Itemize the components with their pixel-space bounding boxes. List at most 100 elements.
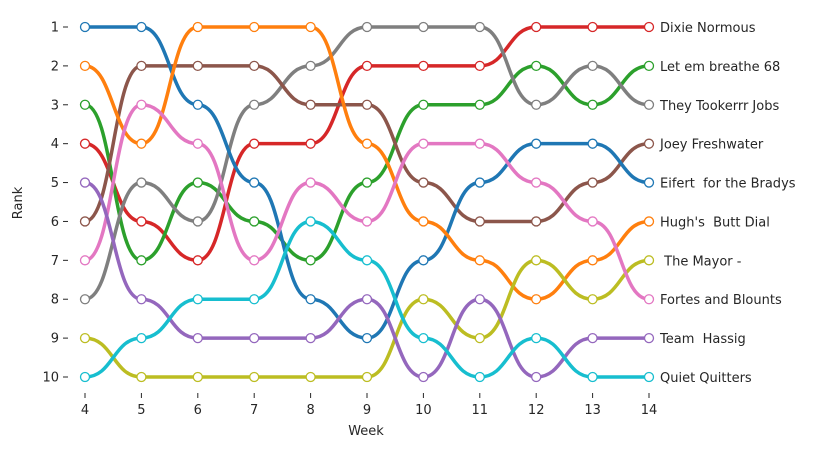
y-tick-label: 5 xyxy=(51,176,59,191)
y-tick-label: 6 xyxy=(51,215,59,230)
data-point xyxy=(587,255,598,266)
data-point xyxy=(474,138,485,149)
data-point xyxy=(587,332,598,344)
data-point xyxy=(643,99,655,110)
data-point xyxy=(136,138,147,149)
data-point xyxy=(79,138,91,149)
series-label: Joey Freshwater xyxy=(659,138,764,153)
data-point xyxy=(361,294,373,305)
data-point xyxy=(136,177,147,188)
y-tick-label: 4 xyxy=(51,137,59,152)
series-label: The Mayor - xyxy=(660,254,742,269)
data-point xyxy=(643,216,655,227)
data-point xyxy=(587,177,598,188)
data-point xyxy=(418,332,429,344)
x-tick-label: 9 xyxy=(363,403,371,418)
data-point xyxy=(249,371,260,383)
data-point xyxy=(643,294,655,305)
y-tick-label: 7 xyxy=(51,254,59,269)
data-point xyxy=(531,371,542,383)
data-point xyxy=(249,99,260,110)
x-tick-label: 10 xyxy=(415,403,432,418)
x-tick-label: 5 xyxy=(137,403,145,418)
data-point xyxy=(587,371,598,383)
data-point xyxy=(249,332,260,344)
data-point xyxy=(531,60,542,72)
series-label: They Tookerrr Jobs xyxy=(659,99,779,114)
data-point xyxy=(192,371,203,383)
x-tick-label: 7 xyxy=(250,403,258,418)
data-point xyxy=(531,332,542,344)
data-point xyxy=(192,294,203,305)
data-point xyxy=(418,99,429,110)
data-point xyxy=(643,138,655,149)
data-point xyxy=(587,99,598,110)
y-tick-label: 3 xyxy=(51,98,59,113)
data-point xyxy=(361,216,373,227)
data-point xyxy=(249,294,260,305)
data-point xyxy=(305,216,316,227)
y-tick-label: 8 xyxy=(51,293,59,308)
data-point xyxy=(79,21,91,33)
series-label: Fortes and Blounts xyxy=(660,293,782,308)
data-point xyxy=(79,371,91,383)
data-point xyxy=(192,216,203,227)
series-lines xyxy=(83,25,651,379)
data-point xyxy=(531,255,542,266)
x-axis-label: Week xyxy=(348,424,384,439)
data-point xyxy=(531,177,542,188)
y-tick-label: 1 xyxy=(51,21,59,36)
data-point xyxy=(587,60,598,72)
series-label: Let em breathe 68 xyxy=(660,60,780,75)
x-tick-label: 11 xyxy=(472,403,489,418)
data-point xyxy=(474,332,485,344)
data-point xyxy=(192,177,203,188)
data-point xyxy=(361,138,373,149)
data-point xyxy=(418,21,429,33)
data-point xyxy=(305,60,316,72)
data-point xyxy=(305,371,316,383)
data-point xyxy=(474,21,485,33)
data-point xyxy=(192,138,203,149)
data-point xyxy=(474,60,485,72)
series-line-they-tookerrr-jobs xyxy=(83,25,651,301)
data-point xyxy=(587,138,598,149)
y-tick-label: 10 xyxy=(42,371,59,386)
series-points xyxy=(79,21,655,383)
x-tick-label: 4 xyxy=(81,403,89,418)
data-point xyxy=(136,294,147,305)
series-line-fortes-and-blounts xyxy=(83,103,651,301)
series-line-the-mayor- xyxy=(83,258,651,379)
series-label: Quiet Quitters xyxy=(660,371,752,386)
x-tick-label: 14 xyxy=(641,403,658,418)
data-point xyxy=(136,99,147,110)
data-point xyxy=(474,99,485,110)
data-point xyxy=(418,216,429,227)
data-point xyxy=(305,21,316,33)
data-point xyxy=(305,99,316,110)
x-tick-label: 12 xyxy=(528,403,545,418)
y-tick-label: 2 xyxy=(51,59,59,74)
data-point xyxy=(192,332,203,344)
data-point xyxy=(136,21,147,33)
data-point xyxy=(192,255,203,266)
x-tick-label: 13 xyxy=(584,403,601,418)
data-point xyxy=(79,255,91,266)
data-point xyxy=(361,21,373,33)
data-point xyxy=(361,371,373,383)
series-line-hugh-s-butt-dial xyxy=(83,25,651,301)
data-point xyxy=(305,294,316,305)
data-point xyxy=(361,255,373,266)
data-point xyxy=(587,21,598,33)
data-point xyxy=(249,216,260,227)
data-point xyxy=(418,371,429,383)
data-point xyxy=(79,60,91,72)
series-label: Eifert for the Bradys xyxy=(660,177,796,192)
data-point xyxy=(531,99,542,110)
data-point xyxy=(249,60,260,72)
data-point xyxy=(418,177,429,188)
data-point xyxy=(79,216,91,227)
